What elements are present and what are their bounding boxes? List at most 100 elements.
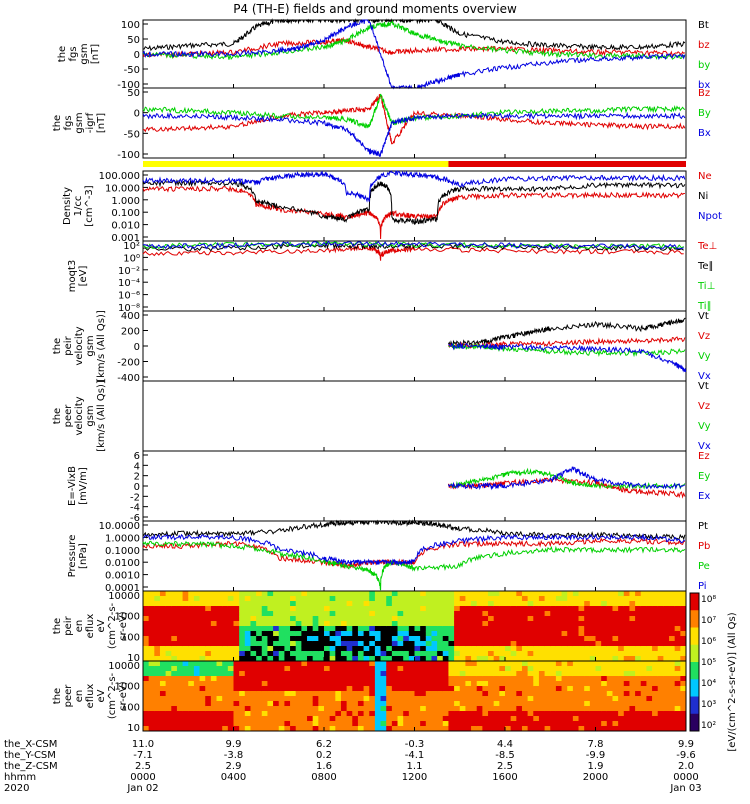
spectrogram-cell	[408, 601, 415, 607]
spectrogram-cell	[601, 676, 608, 682]
spectrogram-cell	[284, 676, 291, 682]
spectrogram-cell	[210, 641, 217, 647]
spectrogram-cell	[669, 626, 676, 632]
spectrogram-cell	[329, 591, 336, 597]
spectrogram-cell	[663, 631, 670, 637]
spectrogram-cell	[544, 596, 551, 602]
spectrogram-cell	[505, 636, 512, 642]
spectrogram-cell	[493, 701, 500, 707]
spectrogram-cell	[618, 656, 625, 662]
spectrogram-cell	[159, 656, 167, 662]
spectrogram-cell	[476, 591, 483, 597]
spectrogram-cell	[391, 601, 398, 607]
spectrogram-cell	[550, 646, 557, 652]
spectrogram-cell	[623, 616, 630, 622]
spectrogram-cell	[527, 661, 534, 667]
spectrogram-cell	[606, 706, 613, 712]
spectrogram-cell	[222, 711, 229, 717]
spectrogram-cell	[408, 671, 415, 677]
spectrogram-cell	[182, 626, 189, 632]
spectrogram-cell	[210, 611, 217, 617]
spectrogram-cell	[499, 716, 506, 722]
spectrogram-cell	[335, 626, 342, 632]
spectrogram-cell	[425, 596, 432, 602]
spectrogram-cell	[239, 686, 246, 692]
spectrogram-cell	[222, 701, 229, 707]
spectrogram-cell	[595, 651, 602, 657]
spectrogram-cell	[340, 626, 348, 632]
y-tick-label: 10.0000	[99, 521, 140, 532]
spectrogram-cell	[465, 661, 472, 667]
spectrogram-cell	[448, 716, 455, 722]
spectrogram-cell	[482, 716, 489, 722]
time-row-value: 1.6	[316, 761, 332, 772]
spectrogram-cell	[233, 626, 240, 632]
spectrogram-cell	[188, 641, 195, 647]
spectrogram-cell	[663, 691, 670, 697]
spectrogram-cell	[629, 661, 636, 667]
spectrogram-cell	[437, 636, 444, 642]
spectrogram-cell	[256, 601, 263, 607]
spectrogram-cell	[176, 636, 183, 642]
spectrogram-cell	[205, 711, 212, 717]
spectrogram-cell	[567, 656, 574, 662]
spectrogram-cell	[210, 651, 217, 657]
spectrogram-cell	[386, 726, 393, 732]
spectrogram-cell	[431, 611, 438, 617]
spectrogram-cell	[278, 656, 285, 662]
spectrogram-cell	[454, 726, 461, 732]
spectrogram-cell	[414, 681, 421, 687]
spectrogram-cell	[618, 681, 625, 687]
spectrogram-cell	[448, 621, 455, 627]
spectrogram-cell	[318, 626, 325, 632]
time-row-value: 2.5	[497, 761, 513, 772]
spectrogram-cell	[340, 601, 348, 607]
spectrogram-cell	[182, 726, 189, 732]
spectrogram-cell	[256, 636, 263, 642]
spectrogram-cell	[635, 651, 642, 657]
spectrogram-cell	[572, 671, 579, 677]
spectrogram-cell	[295, 611, 302, 617]
spectrogram-cell	[357, 646, 364, 652]
spectrogram-cell	[222, 611, 229, 617]
spectrogram-cell	[380, 596, 387, 602]
spectrogram-cell	[652, 611, 659, 617]
spectrogram-cell	[318, 671, 325, 677]
spectrogram-cell	[538, 686, 545, 692]
spectrogram-cell	[629, 636, 636, 642]
spectrogram-cell	[318, 661, 325, 667]
spectrogram-cell	[595, 686, 602, 692]
spectrogram-cell	[278, 601, 285, 607]
spectrogram-cell	[369, 696, 376, 702]
spectrogram-cell	[159, 626, 167, 632]
spectrogram-cell	[680, 661, 687, 667]
spectrogram-cell	[284, 646, 291, 652]
spectrogram-cell	[618, 636, 625, 642]
spectrogram-cell	[352, 616, 359, 622]
spectrogram-cell	[561, 686, 568, 692]
spectrogram-cell	[165, 676, 172, 682]
spectrogram-cell	[261, 606, 268, 612]
spectrogram-cell	[408, 716, 415, 722]
spectrogram-cell	[307, 721, 314, 727]
spectrogram-cell	[357, 686, 364, 692]
spectrogram-cell	[567, 601, 574, 607]
spectrogram-cell	[273, 716, 280, 722]
spectrogram-cell	[307, 681, 314, 687]
spectrogram-cell	[165, 616, 172, 622]
spectrogram-cell	[307, 591, 314, 597]
spectrogram-cell	[640, 721, 647, 727]
spectrogram-cell	[510, 696, 517, 702]
spectrogram-cell	[205, 696, 212, 702]
spectrogram-cell	[329, 696, 336, 702]
spectrogram-cell	[476, 646, 483, 652]
spectrogram-cell	[193, 666, 200, 672]
spectrogram-cell	[550, 626, 557, 632]
spectrogram-cell	[261, 721, 268, 727]
spectrogram-cell	[210, 721, 217, 727]
spectrogram-cell	[584, 701, 591, 707]
spectrogram-cell	[154, 711, 161, 717]
spectrogram-cell	[403, 721, 410, 727]
spectrogram-cell	[357, 716, 364, 722]
spectrogram-cell	[380, 696, 387, 702]
